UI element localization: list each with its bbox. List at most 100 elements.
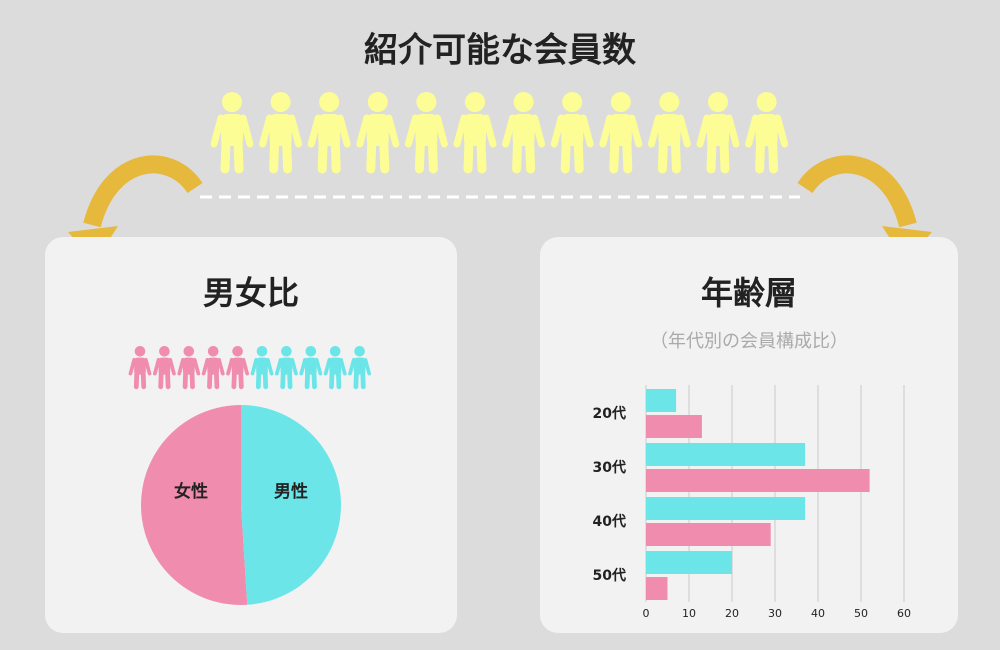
arm [290,357,298,376]
arm [725,114,740,148]
head [329,346,341,357]
person-icon [599,92,643,174]
head [367,92,388,112]
leg [158,370,164,390]
head [222,92,242,112]
arm [192,357,201,376]
slice-label: 女性 [174,481,208,502]
leg [140,370,147,390]
x-tick-label: 20 [725,607,739,620]
arm [774,114,789,148]
pie-slice [241,405,342,605]
arm [348,357,356,376]
x-tick-label: 60 [897,607,911,620]
head [513,92,534,112]
person-icon [348,346,371,390]
leg [427,137,438,174]
person-icon [210,92,254,174]
head [232,346,243,357]
leg [476,137,487,174]
person-icon [323,346,347,390]
leg [317,137,328,174]
leg [238,370,244,390]
leg [213,370,220,390]
arm [356,114,371,148]
head [562,92,583,112]
x-tick-label: 50 [854,607,868,620]
leg [207,370,213,390]
leg [670,137,681,174]
leg [262,370,269,390]
arm [676,114,691,148]
page-title: 紹介可能な会員数 [364,31,636,71]
arm [226,357,234,376]
bar [646,551,732,574]
arm [628,114,643,148]
arm [531,114,546,148]
arm [217,357,225,376]
arm [696,114,711,148]
leg [280,370,286,390]
leg [329,370,335,390]
person-icon [201,346,225,390]
bar [646,389,677,412]
leg [335,370,342,390]
arm [153,357,161,376]
arm [745,114,760,148]
head [610,92,631,112]
leg [755,137,766,174]
head [256,346,268,357]
person-icon [177,346,201,390]
leg [304,370,311,390]
head [319,92,340,112]
pie-slice [141,405,248,605]
bar [646,577,668,600]
leg [311,370,317,390]
bar [646,415,702,438]
person-icon [453,92,497,174]
head [354,346,365,357]
leg [414,137,425,174]
person-icon [404,92,448,174]
head [270,92,291,112]
x-tick-label: 0 [643,607,650,620]
chart-subtitle: （年代別の会員構成比） [650,331,848,352]
person-icon [275,346,298,390]
y-tick-label: 40代 [593,513,626,530]
arm [239,114,254,148]
arm [201,357,210,376]
panel [540,237,958,633]
person-icon [745,92,789,174]
chart-title: 年齢層 [701,274,797,312]
arm [647,114,662,148]
leg [463,137,474,174]
bar [646,523,771,546]
leg [231,370,237,390]
x-tick-label: 30 [768,607,782,620]
arrow [797,155,917,228]
arm [579,114,594,148]
arm [323,357,332,376]
person-icon [356,92,400,174]
leg [706,137,717,174]
person-icon [502,92,546,174]
x-tick-label: 40 [811,607,825,620]
slice-label: 男性 [274,481,308,502]
person-icon [259,92,303,174]
leg [719,137,730,174]
chart-title: 男女比 [203,274,299,312]
arm [599,114,614,148]
person-icon [307,92,351,174]
arm [250,357,259,376]
arrow [83,155,203,228]
leg [287,370,293,390]
x-tick-label: 10 [682,607,696,620]
leg [165,370,171,390]
arm [404,114,419,148]
y-tick-label: 30代 [593,459,626,476]
leg [353,370,359,390]
bar [646,497,806,520]
person-icon [696,92,740,174]
leg [768,137,779,174]
